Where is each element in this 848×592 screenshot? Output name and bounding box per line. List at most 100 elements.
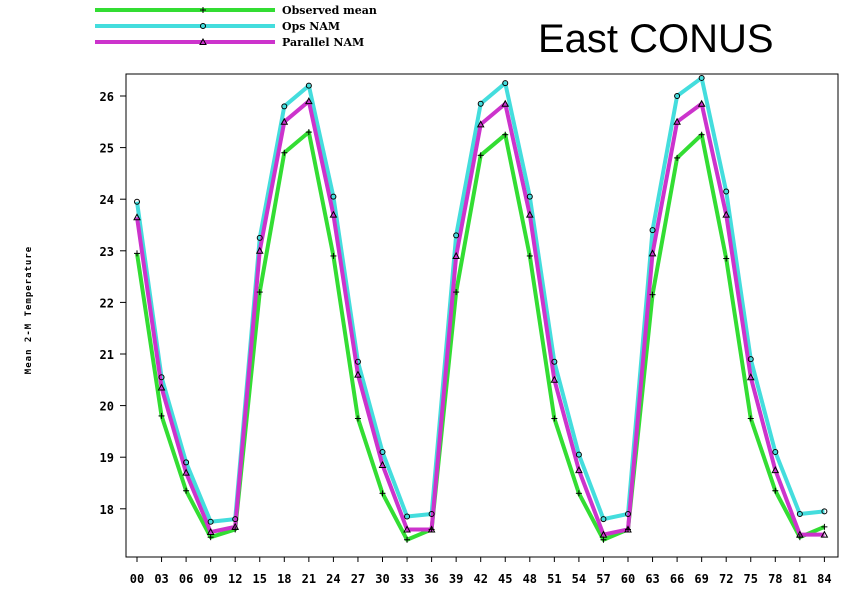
data-point [476,120,485,128]
y-ticks: 18 19 20 21 22 23 24 25 26 [100,90,126,517]
x-tick-label: 03 [154,572,168,586]
x-tick-label: 21 [302,572,316,586]
data-point [477,152,484,159]
data-point [599,530,608,538]
x-tick-label: 78 [768,572,782,586]
data-point [525,210,534,218]
data-point [183,487,190,494]
data-point [796,510,803,517]
data-point [821,523,828,530]
data-point [256,289,263,296]
data-point [526,252,533,259]
data-point [158,374,165,381]
y-tick-label: 22 [100,296,114,310]
data-point [624,525,632,533]
data-point [747,415,754,422]
data-point [600,516,607,523]
data-point [551,358,558,365]
data-point [796,530,804,538]
data-point [134,250,140,257]
data-point [280,117,289,125]
data-point [378,460,387,468]
legend-marker [199,37,207,45]
data-point [526,193,533,200]
data-point [821,508,828,515]
data-point [134,198,140,205]
data-point [281,103,288,110]
data-point [256,234,263,241]
data-point [305,82,312,89]
data-point [550,375,559,383]
data-point [207,518,214,525]
legend-label: Observed mean [282,4,377,17]
x-tick-label: 54 [572,572,586,586]
data-point [207,534,214,541]
x-tick-label: 69 [694,572,708,586]
x-tick-label: 15 [253,572,267,586]
data-point [502,131,509,138]
data-point [453,289,460,296]
legend-label: Ops NAM [282,20,340,33]
data-point [379,490,386,497]
x-tick-label: 45 [498,572,512,586]
data-point [575,466,583,474]
x-tick-label: 24 [326,572,340,586]
data-point [281,149,288,156]
data-point [674,93,681,99]
data-point [697,99,706,107]
data-point [133,213,141,221]
series-lines [135,75,826,542]
x-tick-label: 57 [596,572,610,586]
x-tick-label: 12 [228,572,242,586]
data-point [698,131,705,138]
data-point [722,210,731,218]
plot-frame [125,73,839,558]
data-point [723,188,730,195]
data-point [182,468,190,476]
data-point [354,370,362,378]
data-point [305,97,313,105]
x-tick-label: 84 [817,572,831,586]
data-point [329,210,338,218]
series-line-2 [135,99,825,537]
data-point [649,227,656,234]
data-point [232,516,239,523]
data-point [600,536,607,543]
y-tick-label: 24 [100,193,114,207]
data-point [379,449,386,456]
data-point [502,80,509,87]
legend-label: Parallel NAM [282,36,364,49]
x-tick-label: 66 [670,572,684,586]
y-axis-label: Mean 2-M Temperature [24,246,34,374]
data-point [674,154,681,161]
data-point [427,525,436,533]
data-point [771,466,780,474]
y-tick-label: 20 [100,400,114,414]
x-tick-label: 18 [277,572,291,586]
data-point [404,513,411,520]
y-tick-label: 21 [100,348,114,362]
legend-marker [200,7,206,13]
data-point [183,459,190,466]
data-point [575,490,582,497]
x-tick-label: 39 [449,572,463,586]
data-point [354,415,361,422]
data-point [772,487,779,494]
data-point [231,522,240,530]
data-point [330,193,337,200]
x-tick-label: 09 [203,572,217,586]
data-point [747,356,754,363]
data-point [746,373,755,381]
chart-title: East CONUS [538,17,774,61]
x-tick-label: 30 [375,572,389,586]
x-tick-label: 81 [793,572,807,586]
data-point [255,246,264,254]
y-tick-label: 26 [100,90,114,104]
legend-marker [200,23,206,29]
data-point [551,415,558,422]
data-point [477,100,484,107]
x-ticks: 00 03 06 09 12 15 18 21 24 27 30 33 36 39 42 45 48 51 54 57… [130,557,832,586]
x-tick-label: 42 [473,572,487,586]
x-tick-label: 51 [547,572,561,586]
